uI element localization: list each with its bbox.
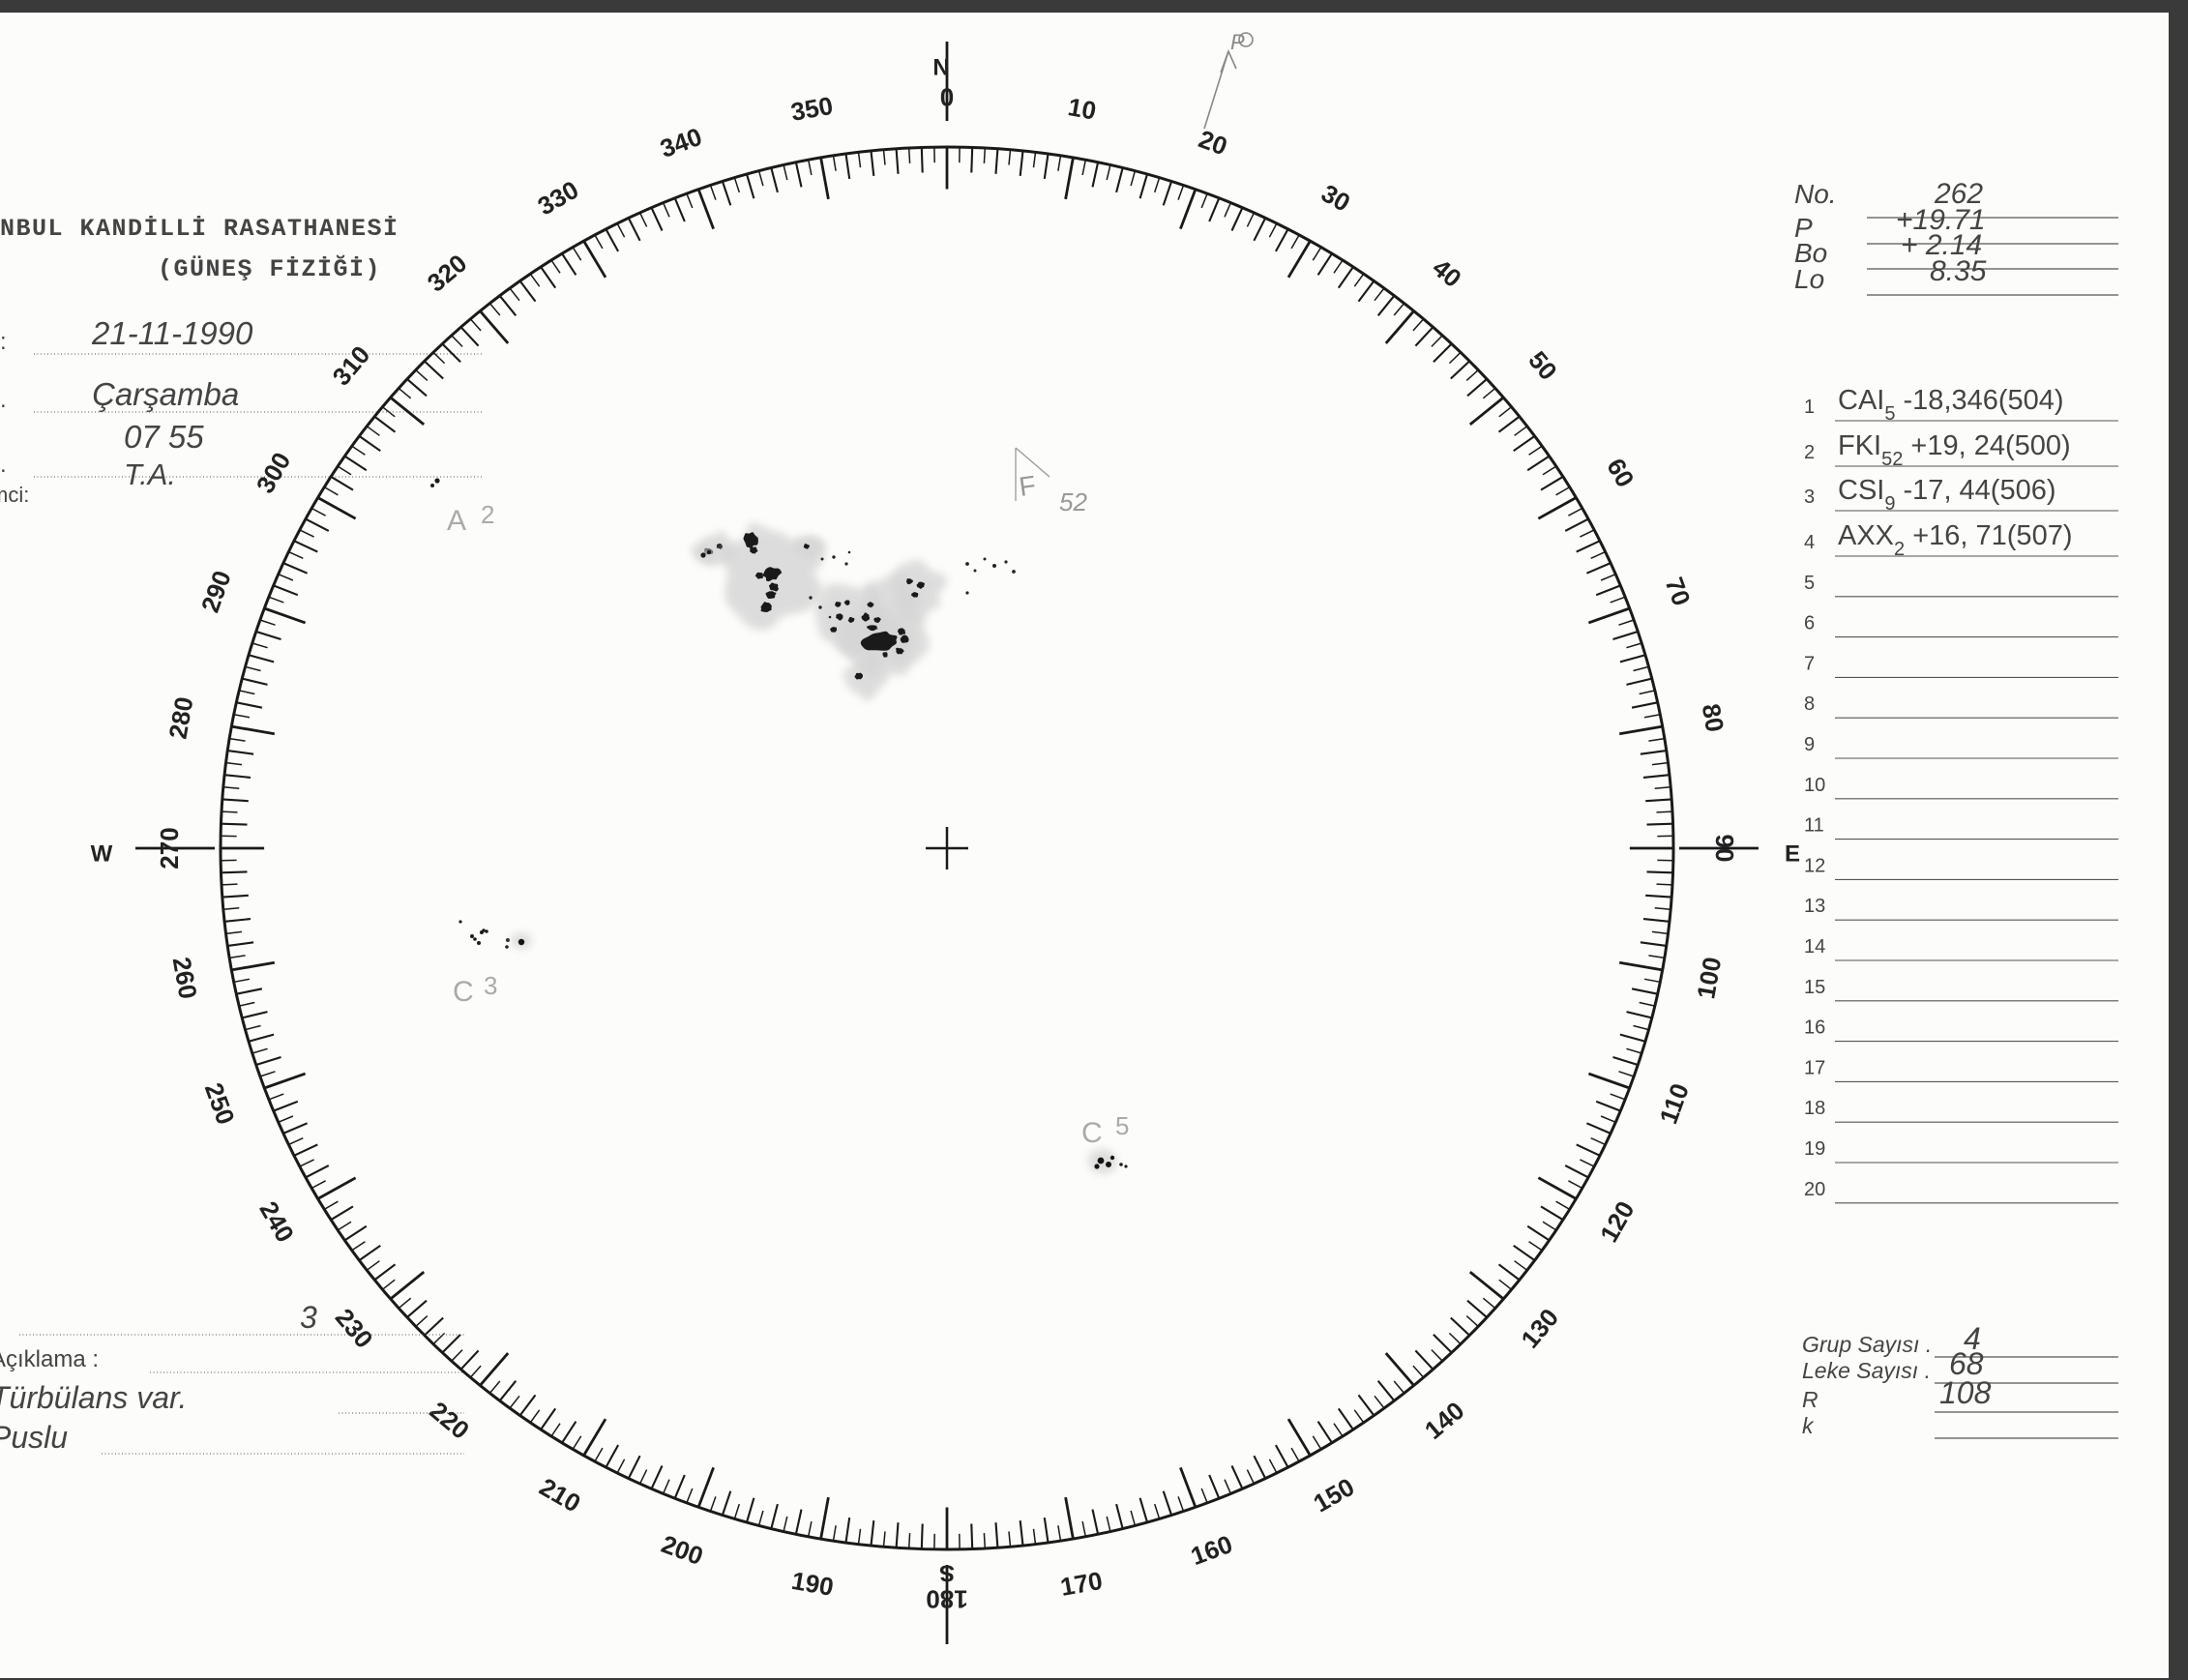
svg-text:k: k (1802, 1413, 1815, 1438)
svg-text:260: 260 (167, 955, 203, 1001)
svg-text:C: C (1081, 1117, 1103, 1149)
svg-text:mci:: mci: (0, 483, 29, 507)
svg-text:150: 150 (1309, 1472, 1360, 1518)
svg-text:220: 220 (425, 1396, 476, 1445)
svg-text:CAI5 -18,346(504): CAI5 -18,346(504) (1838, 385, 2064, 425)
svg-text:110: 110 (1653, 1079, 1695, 1128)
svg-text:NBUL KANDİLLİ RASATHANESİ: NBUL KANDİLLİ RASATHANESİ (0, 215, 399, 243)
svg-text:140: 140 (1419, 1396, 1470, 1445)
svg-text:80: 80 (1697, 701, 1730, 734)
svg-text:07 55: 07 55 (124, 419, 204, 455)
svg-text:250: 250 (199, 1079, 241, 1129)
svg-text:Puslu: Puslu (0, 1420, 68, 1455)
svg-text:280: 280 (163, 694, 198, 741)
svg-text:.: . (0, 452, 7, 478)
svg-text:18: 18 (1804, 1098, 1825, 1119)
svg-text:240: 240 (253, 1196, 300, 1248)
svg-text:AXX2 +16, 71(507): AXX2 +16, 71(507) (1838, 520, 2072, 560)
svg-text:Çarşamba: Çarşamba (92, 376, 239, 412)
svg-text:7: 7 (1804, 653, 1815, 674)
svg-text:340: 340 (656, 122, 705, 163)
svg-text:300: 300 (251, 447, 297, 498)
svg-text:C: C (453, 976, 474, 1008)
svg-text:230: 230 (330, 1303, 379, 1354)
svg-text:2: 2 (481, 500, 494, 529)
svg-text:(GÜNEŞ FİZİĞİ): (GÜNEŞ FİZİĞİ) (158, 254, 381, 283)
svg-text:108: 108 (1939, 1375, 1992, 1410)
svg-text:6: 6 (1804, 613, 1815, 634)
svg-text:Açıklama :: Açıklama : (0, 1346, 99, 1372)
svg-text:8: 8 (1804, 693, 1815, 715)
svg-text:11: 11 (1804, 815, 1824, 837)
svg-text:180: 180 (926, 1584, 967, 1613)
svg-text:12: 12 (1804, 855, 1825, 876)
svg-text:210: 210 (535, 1472, 586, 1518)
svg-text:200: 200 (658, 1529, 707, 1571)
svg-text:R: R (1802, 1387, 1818, 1412)
svg-text:330: 330 (533, 175, 584, 221)
svg-text:Lo: Lo (1794, 264, 1824, 294)
svg-text::: : (0, 329, 7, 355)
svg-text:60: 60 (1601, 454, 1640, 492)
svg-text:FKI52 +19, 24(500): FKI52 +19, 24(500) (1838, 430, 2071, 470)
svg-text:100: 100 (1691, 955, 1727, 1001)
svg-text:160: 160 (1187, 1529, 1236, 1571)
svg-text:120: 120 (1594, 1196, 1641, 1248)
svg-text:S: S (939, 1560, 955, 1586)
svg-text:290: 290 (195, 567, 237, 616)
svg-text:3: 3 (1804, 486, 1815, 508)
svg-text:A: A (447, 505, 466, 537)
svg-text:1: 1 (1804, 397, 1815, 418)
svg-text:N: N (932, 54, 949, 80)
svg-text:15: 15 (1804, 977, 1825, 998)
svg-text:13: 13 (1804, 896, 1825, 917)
svg-text:20: 20 (1195, 124, 1230, 161)
svg-text:170: 170 (1058, 1566, 1105, 1602)
svg-text:190: 190 (789, 1566, 836, 1602)
svg-text:90: 90 (1710, 835, 1739, 863)
svg-text:270: 270 (155, 827, 184, 869)
svg-text:2: 2 (1804, 442, 1815, 463)
svg-text:W: W (91, 840, 113, 867)
svg-text:350: 350 (788, 91, 835, 127)
svg-text:52: 52 (1059, 487, 1087, 516)
svg-text:3: 3 (484, 971, 497, 1000)
svg-text:70: 70 (1660, 574, 1697, 609)
svg-text:50: 50 (1523, 345, 1563, 385)
svg-text:130: 130 (1515, 1303, 1564, 1354)
svg-text:E: E (1785, 840, 1800, 867)
svg-text:CSI9 -17, 44(506): CSI9 -17, 44(506) (1838, 475, 2056, 515)
svg-text:T.A.: T.A. (124, 457, 176, 491)
svg-text:F: F (1018, 470, 1038, 502)
svg-text:No.: No. (1794, 179, 1837, 209)
svg-text:4: 4 (1804, 532, 1815, 553)
svg-text:3: 3 (300, 1300, 317, 1335)
svg-text:21-11-1990: 21-11-1990 (91, 315, 253, 351)
svg-text:19: 19 (1804, 1138, 1825, 1160)
svg-text:5: 5 (1115, 1111, 1129, 1140)
svg-text:9: 9 (1804, 734, 1815, 755)
svg-text:.: . (0, 387, 7, 413)
svg-text:20: 20 (1804, 1179, 1825, 1200)
svg-text:310: 310 (327, 340, 376, 392)
svg-text:17: 17 (1804, 1057, 1825, 1078)
svg-text:Türbülans var.: Türbülans var. (0, 1380, 187, 1415)
svg-text:320: 320 (422, 249, 473, 298)
svg-text:10: 10 (1066, 92, 1099, 126)
svg-text:30: 30 (1316, 178, 1355, 217)
svg-text:14: 14 (1804, 936, 1825, 958)
svg-text:0: 0 (940, 83, 954, 112)
svg-text:16: 16 (1804, 1017, 1825, 1039)
svg-text:Leke Sayısı .: Leke Sayısı . (1802, 1358, 1931, 1383)
svg-text:8.35: 8.35 (1930, 255, 1987, 287)
svg-text:Grup Sayısı .: Grup Sayısı . (1802, 1332, 1932, 1357)
svg-text:5: 5 (1804, 573, 1815, 594)
svg-text:10: 10 (1804, 775, 1825, 796)
svg-text:40: 40 (1427, 252, 1466, 293)
